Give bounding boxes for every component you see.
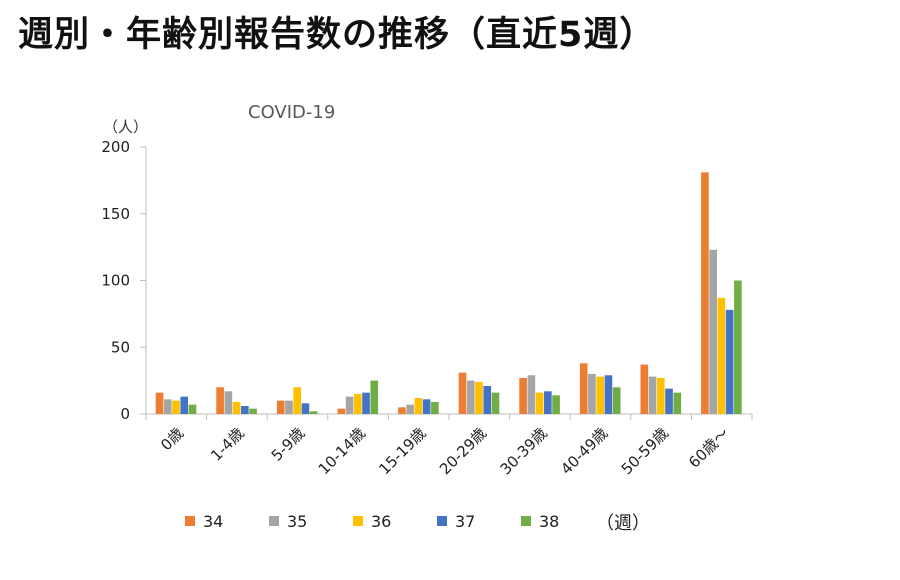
bar-week-35 <box>588 373 596 414</box>
bar-week-38 <box>673 392 682 414</box>
x-tick-label: 10-14歳 <box>315 424 369 478</box>
bar-week-38 <box>309 411 318 414</box>
legend-label: 38 <box>539 512 559 531</box>
legend-label: 34 <box>203 512 223 531</box>
bar-week-36 <box>353 393 362 414</box>
bar-week-34 <box>640 364 649 414</box>
y-axis: 0 50 100 150 200 <box>101 138 147 423</box>
bar-week-34 <box>579 363 588 414</box>
bar-week-37 <box>241 405 249 414</box>
bar-week-34 <box>216 387 224 414</box>
bar-week-34 <box>276 400 285 414</box>
y-tick-label: 150 <box>101 205 130 223</box>
bar-week-34 <box>337 408 346 414</box>
y-tick-label: 50 <box>111 338 130 356</box>
bar-week-36 <box>656 377 665 414</box>
bar-week-35 <box>466 380 475 415</box>
bar-week-36 <box>717 297 726 414</box>
legend-label: 36 <box>371 512 391 531</box>
x-tick-label: 5-9歳 <box>268 424 309 465</box>
bar-week-35 <box>648 376 657 414</box>
bar-week-34 <box>701 172 709 414</box>
bar-week-37 <box>544 391 552 414</box>
legend: 34 35 36 37 38 <box>185 512 559 531</box>
bar-week-38 <box>612 387 621 414</box>
bar-week-35 <box>406 404 414 414</box>
bar-week-37 <box>180 396 189 414</box>
bar-week-36 <box>535 392 544 414</box>
x-tick-label: 50-59歳 <box>618 424 672 478</box>
bar-week-38 <box>370 380 379 415</box>
page-title: 週別・年齢別報告数の推移（直近5週） <box>18 15 656 55</box>
bar-week-38 <box>431 401 439 414</box>
bar-week-34 <box>458 372 467 414</box>
bar-week-34 <box>155 392 164 414</box>
chart-subtitle: COVID-19 <box>248 102 335 123</box>
bar-week-35 <box>709 249 717 414</box>
legend-swatch <box>353 516 363 526</box>
bar-week-34 <box>519 377 527 414</box>
bar-week-37 <box>301 403 310 414</box>
bar-week-34 <box>398 407 406 414</box>
bar-week-35 <box>345 396 354 414</box>
x-tick-label: 1-4歳 <box>207 424 248 465</box>
legend-swatch <box>269 516 279 526</box>
bar-week-36 <box>414 397 423 414</box>
bar-week-37 <box>362 392 370 414</box>
bar-week-35 <box>285 400 293 414</box>
legend-label: 37 <box>455 512 475 531</box>
bar-week-36 <box>475 381 483 414</box>
bar-week-36 <box>172 400 180 414</box>
x-tick-label: 30-39歳 <box>497 424 551 478</box>
bar-week-37 <box>725 309 734 414</box>
bar-week-38 <box>491 392 500 414</box>
legend-unit-label: （週） <box>596 513 650 534</box>
bar-week-36 <box>293 387 302 414</box>
bars <box>155 172 742 415</box>
x-axis: 0歳 1-4歳 5-9歳 10-14歳 15-19歳 20-29歳 30-39歳 40-49歳… <box>145 413 753 478</box>
y-tick-label: 200 <box>101 138 130 156</box>
bar-week-37 <box>483 385 492 414</box>
bar-week-38 <box>188 404 197 414</box>
x-tick-label: 15-19歳 <box>375 424 429 478</box>
bar-week-35 <box>163 399 172 414</box>
legend-swatch <box>437 516 447 526</box>
bar-week-35 <box>527 375 536 414</box>
legend-label: 35 <box>287 512 307 531</box>
bar-week-38 <box>734 280 742 414</box>
bar-week-36 <box>232 401 241 414</box>
bar-week-35 <box>224 391 233 414</box>
x-tick-label: 40-49歳 <box>557 424 611 478</box>
x-tick-label: 0歳 <box>157 424 187 454</box>
y-tick-label: 0 <box>120 405 130 423</box>
bar-week-37 <box>422 399 431 414</box>
legend-swatch <box>521 516 531 526</box>
bar-week-38 <box>552 395 560 414</box>
bar-week-38 <box>249 408 257 414</box>
bar-week-37 <box>665 388 673 414</box>
y-axis-unit-label: （人） <box>103 118 148 136</box>
y-tick-label: 100 <box>101 272 130 290</box>
x-tick-label: 60歳～ <box>685 424 732 471</box>
bar-week-36 <box>596 376 605 414</box>
bar-week-37 <box>604 375 613 414</box>
legend-swatch <box>185 516 195 526</box>
x-tick-label: 20-29歳 <box>436 424 490 478</box>
